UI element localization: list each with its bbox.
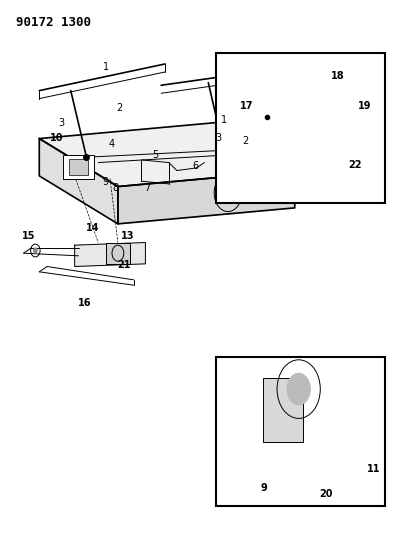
Bar [216,357,385,506]
Bar [263,378,303,442]
Text: 19: 19 [358,101,372,110]
Polygon shape [75,243,145,266]
Polygon shape [224,165,377,192]
Circle shape [33,247,38,254]
Text: 9: 9 [260,483,267,494]
Polygon shape [240,357,303,389]
Text: 3: 3 [215,133,221,142]
Text: 14: 14 [86,223,99,233]
Text: 6: 6 [193,161,199,171]
Text: 8: 8 [113,183,119,192]
Text: 1: 1 [221,115,227,125]
Text: 18: 18 [331,71,345,80]
Text: 16: 16 [78,298,91,308]
Text: 10: 10 [50,133,64,142]
Polygon shape [118,171,295,224]
Text: 7: 7 [144,183,151,192]
Bar [63,155,94,179]
Text: 22: 22 [348,160,362,170]
Text: 1: 1 [103,62,109,71]
Polygon shape [39,123,295,187]
Text: 5: 5 [152,150,158,159]
Polygon shape [338,139,369,165]
Text: 20: 20 [319,489,333,499]
Text: 11: 11 [367,464,380,474]
Text: 21: 21 [117,261,130,270]
Polygon shape [39,139,118,224]
Text: 17: 17 [240,101,253,110]
Bar [106,243,130,264]
Text: 4: 4 [109,139,115,149]
Text: 2: 2 [242,136,249,146]
Text: 90172 1300: 90172 1300 [16,16,91,29]
Text: 2: 2 [117,103,123,112]
Text: 3: 3 [58,118,64,127]
Text: 13: 13 [121,231,134,240]
Circle shape [287,373,310,405]
Bar [216,53,385,203]
Text: 9: 9 [102,177,108,187]
Text: 15: 15 [22,231,35,240]
Circle shape [221,183,235,203]
Bar [69,159,88,175]
